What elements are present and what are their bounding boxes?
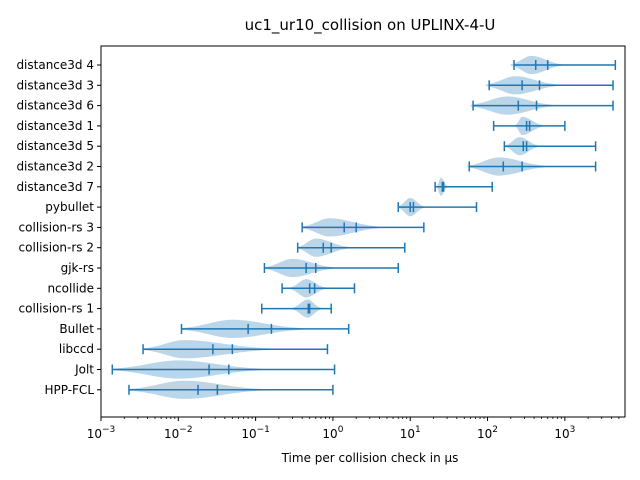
x-axis: 10−3 10−2 10−1 100 101 102 103 <box>87 417 620 441</box>
x-tick-label: 100 <box>322 425 343 441</box>
x-tick-label: 103 <box>554 425 575 441</box>
y-tick-label: ncollide <box>47 281 94 295</box>
y-tick-label: collision-rs 3 <box>19 220 94 234</box>
y-tick-label: collision-rs 2 <box>19 241 94 255</box>
y-tick-label: libccd <box>59 342 94 356</box>
plot-area-frame <box>100 45 626 418</box>
y-tick-label: distance3d 2 <box>16 160 94 174</box>
y-tick-label: distance3d 4 <box>16 58 94 72</box>
x-tick-label: 10−3 <box>87 425 116 441</box>
y-tick-label: pybullet <box>45 200 94 214</box>
x-tick-label: 101 <box>400 425 421 441</box>
y-tick-label: distance3d 1 <box>16 119 94 133</box>
y-tick-label: Bullet <box>59 322 94 336</box>
y-tick-label: distance3d 6 <box>16 99 94 113</box>
x-tick-label: 10−2 <box>164 425 193 441</box>
chart-title: uc1_ur10_collision on UPLINX-4-U <box>245 16 496 35</box>
y-tick-label: distance3d 3 <box>16 78 94 92</box>
y-tick-label: Jolt <box>74 363 94 377</box>
x-axis-label: Time per collision check in μs <box>281 451 459 465</box>
stats-layer <box>111 60 617 395</box>
y-tick-label: collision-rs 1 <box>19 302 94 316</box>
y-tick-label: distance3d 5 <box>16 139 94 153</box>
y-tick-label: HPP-FCL <box>44 383 94 397</box>
x-tick-label: 10−1 <box>241 425 270 441</box>
y-axis: distance3d 4 distance3d 3 distance3d 6 dist… <box>16 58 101 397</box>
x-tick-label: 102 <box>477 425 498 441</box>
y-tick-label: gjk-rs <box>61 261 94 275</box>
y-tick-label: distance3d 7 <box>16 180 94 194</box>
